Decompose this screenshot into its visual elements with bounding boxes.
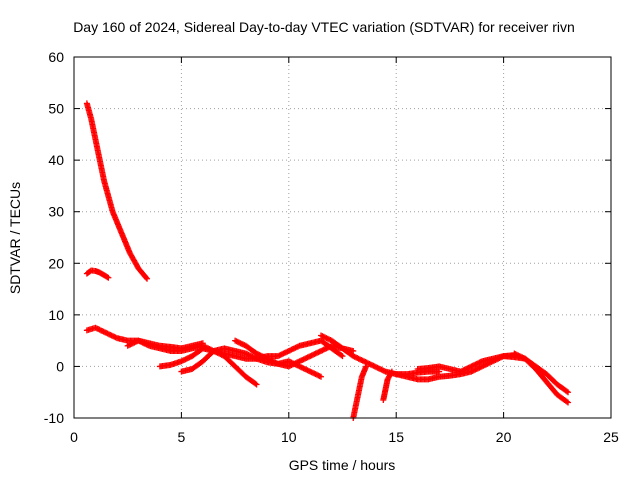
y-tick-label: -10: [44, 410, 64, 426]
series-arc-3: [156, 345, 260, 388]
series-arc-early-low: [83, 267, 112, 281]
data-point: [388, 368, 395, 375]
y-tick-label: 60: [48, 49, 64, 65]
series-arc-dip-14: [380, 368, 395, 403]
x-tick-label: 5: [178, 429, 186, 445]
series-arc-6: [318, 332, 443, 378]
x-tick-label: 0: [70, 429, 78, 445]
x-tick-label: 20: [496, 429, 512, 445]
data-point: [565, 399, 572, 406]
y-tick-label: 20: [48, 255, 64, 271]
data-point: [350, 347, 357, 354]
x-axis-label: GPS time / hours: [289, 457, 396, 473]
grid-lines: [74, 57, 611, 418]
data-point: [144, 275, 151, 282]
series-arc-early-high: [83, 100, 151, 282]
data-point: [339, 353, 346, 360]
data-point: [253, 381, 260, 388]
x-tick-label: 15: [388, 429, 404, 445]
data-point: [565, 389, 572, 396]
series-arc-dip-13: [350, 363, 370, 421]
series-arc-8: [414, 353, 572, 396]
y-tick-label: 50: [48, 101, 64, 117]
y-tick-label: 30: [48, 204, 64, 220]
y-tick-label: 0: [56, 358, 64, 374]
data-point: [318, 373, 325, 380]
data-points: [83, 100, 572, 421]
data-point: [436, 368, 443, 375]
x-tick-label: 25: [603, 429, 619, 445]
y-tick-label: 10: [48, 307, 64, 323]
x-tick-label: 10: [281, 429, 297, 445]
data-point: [363, 363, 370, 370]
data-point: [105, 274, 112, 281]
y-axis-label: SDTVAR / TECUs: [7, 182, 23, 294]
chart-title: Day 160 of 2024, Sidereal Day-to-day VTE…: [73, 19, 575, 35]
series-arc-9: [511, 350, 572, 406]
plot-frame: [73, 56, 612, 419]
y-tick-label: 40: [48, 152, 64, 168]
